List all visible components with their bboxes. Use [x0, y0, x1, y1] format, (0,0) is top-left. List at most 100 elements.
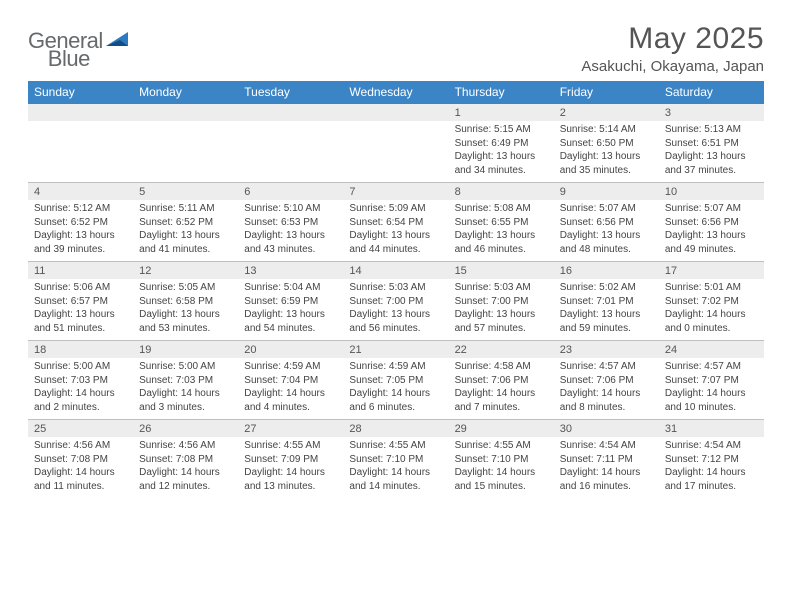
daylight-line: Daylight: 14 hours and 3 minutes. — [139, 387, 232, 414]
cell-body: Sunrise: 5:08 AMSunset: 6:55 PMDaylight:… — [449, 200, 554, 260]
day-number: 20 — [238, 341, 343, 358]
calendar-week: 4Sunrise: 5:12 AMSunset: 6:52 PMDaylight… — [28, 182, 764, 261]
cell-body: Sunrise: 5:14 AMSunset: 6:50 PMDaylight:… — [554, 121, 659, 181]
calendar-cell: 25Sunrise: 4:56 AMSunset: 7:08 PMDayligh… — [28, 420, 133, 498]
day-number: 2 — [554, 104, 659, 121]
title-block: May 2025 Asakuchi, Okayama, Japan — [581, 22, 764, 75]
day-number: 16 — [554, 262, 659, 279]
day-number: 12 — [133, 262, 238, 279]
day-header-cell: Sunday — [28, 81, 133, 104]
daylight-line: Daylight: 14 hours and 16 minutes. — [560, 466, 653, 493]
cell-body: Sunrise: 4:56 AMSunset: 7:08 PMDaylight:… — [28, 437, 133, 497]
daylight-line: Daylight: 14 hours and 17 minutes. — [665, 466, 758, 493]
cell-body — [28, 121, 133, 127]
day-header-cell: Monday — [133, 81, 238, 104]
day-header-cell: Tuesday — [238, 81, 343, 104]
sunrise-line: Sunrise: 4:56 AM — [34, 439, 127, 453]
sunset-line: Sunset: 6:55 PM — [455, 216, 548, 230]
sunset-line: Sunset: 7:03 PM — [34, 374, 127, 388]
calendar-cell: 6Sunrise: 5:10 AMSunset: 6:53 PMDaylight… — [238, 183, 343, 261]
calendar-cell: 22Sunrise: 4:58 AMSunset: 7:06 PMDayligh… — [449, 341, 554, 419]
sunrise-line: Sunrise: 4:58 AM — [455, 360, 548, 374]
day-number: 1 — [449, 104, 554, 121]
cell-body — [343, 121, 448, 127]
calendar-cell — [133, 104, 238, 182]
calendar-cell: 13Sunrise: 5:04 AMSunset: 6:59 PMDayligh… — [238, 262, 343, 340]
sunrise-line: Sunrise: 5:00 AM — [34, 360, 127, 374]
day-header-row: SundayMondayTuesdayWednesdayThursdayFrid… — [28, 81, 764, 104]
daylight-line: Daylight: 13 hours and 35 minutes. — [560, 150, 653, 177]
day-number: 4 — [28, 183, 133, 200]
sunset-line: Sunset: 7:07 PM — [665, 374, 758, 388]
cell-body: Sunrise: 4:55 AMSunset: 7:10 PMDaylight:… — [343, 437, 448, 497]
sunrise-line: Sunrise: 5:00 AM — [139, 360, 232, 374]
calendar-cell: 30Sunrise: 4:54 AMSunset: 7:11 PMDayligh… — [554, 420, 659, 498]
sunset-line: Sunset: 6:56 PM — [560, 216, 653, 230]
header: General Blue May 2025 Asakuchi, Okayama,… — [28, 22, 764, 75]
cell-body: Sunrise: 4:57 AMSunset: 7:06 PMDaylight:… — [554, 358, 659, 418]
day-number: 5 — [133, 183, 238, 200]
calendar-week: 1Sunrise: 5:15 AMSunset: 6:49 PMDaylight… — [28, 104, 764, 182]
sunrise-line: Sunrise: 4:54 AM — [665, 439, 758, 453]
day-number: 22 — [449, 341, 554, 358]
cell-body: Sunrise: 4:59 AMSunset: 7:05 PMDaylight:… — [343, 358, 448, 418]
daylight-line: Daylight: 13 hours and 39 minutes. — [34, 229, 127, 256]
sunset-line: Sunset: 6:52 PM — [34, 216, 127, 230]
sunrise-line: Sunrise: 5:06 AM — [34, 281, 127, 295]
day-number: 6 — [238, 183, 343, 200]
calendar-cell: 11Sunrise: 5:06 AMSunset: 6:57 PMDayligh… — [28, 262, 133, 340]
calendar-body: 1Sunrise: 5:15 AMSunset: 6:49 PMDaylight… — [28, 104, 764, 498]
sunset-line: Sunset: 7:08 PM — [34, 453, 127, 467]
sunrise-line: Sunrise: 4:57 AM — [665, 360, 758, 374]
daylight-line: Daylight: 13 hours and 57 minutes. — [455, 308, 548, 335]
sunrise-line: Sunrise: 5:02 AM — [560, 281, 653, 295]
daylight-line: Daylight: 13 hours and 54 minutes. — [244, 308, 337, 335]
cell-body: Sunrise: 4:54 AMSunset: 7:11 PMDaylight:… — [554, 437, 659, 497]
day-number: 3 — [659, 104, 764, 121]
cell-body: Sunrise: 5:03 AMSunset: 7:00 PMDaylight:… — [343, 279, 448, 339]
calendar-cell: 21Sunrise: 4:59 AMSunset: 7:05 PMDayligh… — [343, 341, 448, 419]
sunrise-line: Sunrise: 4:56 AM — [139, 439, 232, 453]
daylight-line: Daylight: 14 hours and 4 minutes. — [244, 387, 337, 414]
calendar-cell: 31Sunrise: 4:54 AMSunset: 7:12 PMDayligh… — [659, 420, 764, 498]
calendar-cell: 10Sunrise: 5:07 AMSunset: 6:56 PMDayligh… — [659, 183, 764, 261]
day-number: 8 — [449, 183, 554, 200]
day-header-cell: Thursday — [449, 81, 554, 104]
cell-body: Sunrise: 5:11 AMSunset: 6:52 PMDaylight:… — [133, 200, 238, 260]
sunset-line: Sunset: 7:12 PM — [665, 453, 758, 467]
sunrise-line: Sunrise: 4:55 AM — [349, 439, 442, 453]
sunrise-line: Sunrise: 4:55 AM — [455, 439, 548, 453]
daylight-line: Daylight: 13 hours and 49 minutes. — [665, 229, 758, 256]
calendar-cell: 24Sunrise: 4:57 AMSunset: 7:07 PMDayligh… — [659, 341, 764, 419]
cell-body: Sunrise: 5:06 AMSunset: 6:57 PMDaylight:… — [28, 279, 133, 339]
calendar-cell: 19Sunrise: 5:00 AMSunset: 7:03 PMDayligh… — [133, 341, 238, 419]
sunrise-line: Sunrise: 5:12 AM — [34, 202, 127, 216]
logo: General Blue — [28, 28, 176, 54]
sunset-line: Sunset: 6:57 PM — [34, 295, 127, 309]
daylight-line: Daylight: 14 hours and 2 minutes. — [34, 387, 127, 414]
sunset-line: Sunset: 6:59 PM — [244, 295, 337, 309]
sunrise-line: Sunrise: 5:09 AM — [349, 202, 442, 216]
day-number: 19 — [133, 341, 238, 358]
calendar: SundayMondayTuesdayWednesdayThursdayFrid… — [28, 81, 764, 498]
calendar-cell: 16Sunrise: 5:02 AMSunset: 7:01 PMDayligh… — [554, 262, 659, 340]
calendar-cell: 26Sunrise: 4:56 AMSunset: 7:08 PMDayligh… — [133, 420, 238, 498]
sunset-line: Sunset: 6:51 PM — [665, 137, 758, 151]
cell-body — [133, 121, 238, 127]
day-number: 26 — [133, 420, 238, 437]
cell-body: Sunrise: 5:07 AMSunset: 6:56 PMDaylight:… — [659, 200, 764, 260]
sunset-line: Sunset: 7:02 PM — [665, 295, 758, 309]
cell-body: Sunrise: 5:13 AMSunset: 6:51 PMDaylight:… — [659, 121, 764, 181]
calendar-cell: 20Sunrise: 4:59 AMSunset: 7:04 PMDayligh… — [238, 341, 343, 419]
cell-body: Sunrise: 5:02 AMSunset: 7:01 PMDaylight:… — [554, 279, 659, 339]
cell-body: Sunrise: 5:10 AMSunset: 6:53 PMDaylight:… — [238, 200, 343, 260]
cell-body: Sunrise: 5:05 AMSunset: 6:58 PMDaylight:… — [133, 279, 238, 339]
calendar-cell: 28Sunrise: 4:55 AMSunset: 7:10 PMDayligh… — [343, 420, 448, 498]
cell-body: Sunrise: 4:55 AMSunset: 7:09 PMDaylight:… — [238, 437, 343, 497]
day-number: 14 — [343, 262, 448, 279]
cell-body: Sunrise: 4:58 AMSunset: 7:06 PMDaylight:… — [449, 358, 554, 418]
daylight-line: Daylight: 13 hours and 48 minutes. — [560, 229, 653, 256]
cell-body: Sunrise: 5:03 AMSunset: 7:00 PMDaylight:… — [449, 279, 554, 339]
calendar-week: 25Sunrise: 4:56 AMSunset: 7:08 PMDayligh… — [28, 419, 764, 498]
calendar-cell: 3Sunrise: 5:13 AMSunset: 6:51 PMDaylight… — [659, 104, 764, 182]
